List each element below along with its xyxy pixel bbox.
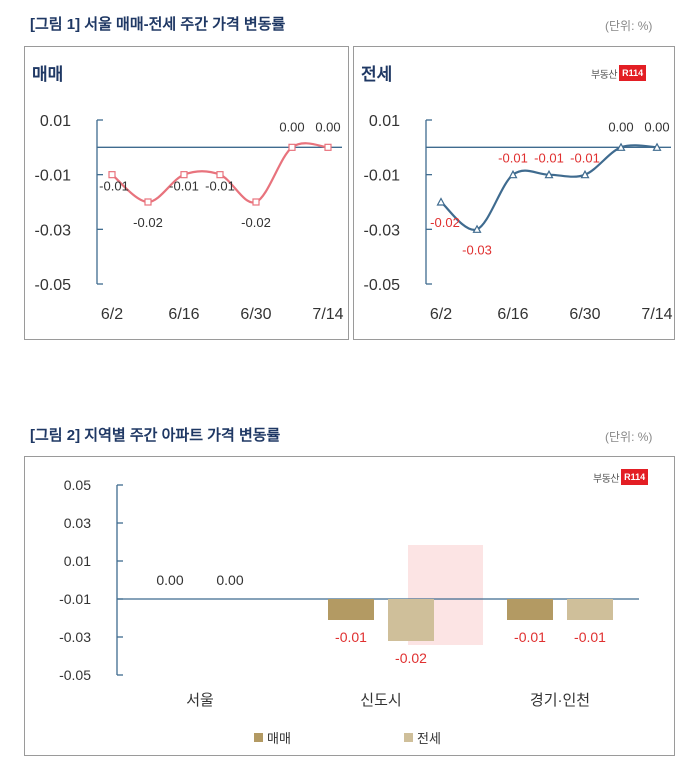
- logo-mark: R114: [619, 65, 647, 81]
- sale-chart-title: 매매: [32, 65, 64, 84]
- jeonse-data-label: -0.02: [430, 215, 460, 230]
- sale-data-point: [108, 171, 116, 179]
- logo-mark: R114: [621, 469, 649, 485]
- figure-2-unit: (단위: %): [605, 430, 653, 444]
- bar-category-label: 경기·인천: [530, 692, 590, 709]
- legend-sale-swatch: [254, 733, 263, 742]
- jeonse-data-point: [508, 169, 518, 179]
- jeonse-y-tick-label: 0.01: [369, 113, 400, 130]
- bar-y-tick-label: -0.01: [59, 591, 91, 607]
- jeonse-data-point: [616, 142, 626, 151]
- bar-data-label: 0.00: [156, 572, 183, 588]
- bar-data-label: -0.01: [574, 629, 606, 645]
- jeonse-data-point: [472, 224, 482, 233]
- sale-data-point: [144, 198, 152, 206]
- jeonse-y-tick-label: -0.03: [364, 222, 401, 239]
- legend-sale: 매매: [254, 728, 291, 747]
- legend-jeonse-label: 전세: [417, 731, 441, 746]
- jeonse-x-tick-label: 6/16: [497, 306, 528, 323]
- jeonse-y-tick-label: -0.05: [364, 277, 401, 294]
- bar-data-label: 0.00: [216, 572, 243, 588]
- sale-line-chart: 0.01 -0.01 -0.03 -0.05 -0.01 -0.02 -0.01 -0.01 -…: [35, 113, 344, 323]
- sale-data-point: [180, 171, 188, 179]
- r114-logo: 부동산 R114: [593, 469, 649, 485]
- sale-x-tick-label: 6/2: [101, 306, 123, 323]
- logo-text: 부동산: [591, 69, 618, 81]
- sale-data-point: [288, 143, 296, 151]
- jeonse-data-label: -0.03: [462, 242, 492, 257]
- bar-jeonse: [388, 599, 434, 641]
- jeonse-x-tick-label: 6/30: [569, 306, 600, 323]
- jeonse-data-point: [580, 169, 590, 179]
- bar-data-label: -0.02: [395, 650, 427, 666]
- sale-chart-panel: 매매 0.01 -0.01 -0.03 -0.05 -0.01 -0.02 -0.01 -0.…: [24, 46, 349, 340]
- legend-jeonse: 전세: [404, 728, 441, 747]
- sale-x-tick-label: 7/14: [312, 306, 343, 323]
- sale-data-label: -0.02: [241, 215, 271, 230]
- bar-jeonse: [567, 599, 613, 620]
- jeonse-data-label: -0.01: [534, 151, 564, 166]
- sale-y-tick-label: -0.01: [35, 168, 72, 185]
- sale-data-point: [324, 143, 332, 151]
- sale-data-point: [216, 171, 224, 179]
- sale-y-tick-label: 0.01: [40, 113, 71, 130]
- jeonse-x-tick-label: 6/2: [430, 306, 452, 323]
- bar-data-label: -0.01: [514, 629, 546, 645]
- bar-y-tick-label: 0.05: [64, 477, 91, 493]
- jeonse-data-label: 0.00: [608, 119, 633, 134]
- sale-data-label: 0.00: [315, 119, 340, 134]
- jeonse-data-point: [544, 169, 554, 179]
- regional-bar-chart: 0.05 0.03 0.01 -0.01 -0.03 -0.05 0.00 0.00 서울 -0.…: [59, 477, 639, 709]
- figure-2-title: [그림 2] 지역별 주간 아파트 가격 변동률: [30, 427, 281, 444]
- jeonse-data-label: -0.01: [498, 151, 528, 166]
- sale-y-tick-label: -0.05: [35, 277, 72, 294]
- sale-data-label: 0.00: [279, 119, 304, 134]
- jeonse-chart-panel: 전세 부동산 R114 0.01 -0.01 -0.03 -0.05 -0.02 -0.0…: [353, 46, 675, 340]
- logo-text: 부동산: [593, 473, 620, 485]
- jeonse-data-label: 0.00: [644, 119, 669, 134]
- sale-data-label: -0.01: [205, 179, 235, 194]
- sale-data-label: -0.01: [169, 179, 199, 194]
- bar-sale: [507, 599, 553, 620]
- jeonse-data-label: -0.01: [570, 151, 600, 166]
- jeonse-data-point: [436, 197, 446, 206]
- bar-data-label: -0.01: [335, 629, 367, 645]
- regional-chart-panel: 부동산 R114 0.05 0.03 0.01 -0.01 -0.03 -0.05 0.00…: [24, 456, 675, 756]
- sale-x-tick-label: 6/30: [240, 306, 271, 323]
- sale-y-tick-label: -0.03: [35, 222, 72, 239]
- sale-data-label: -0.02: [133, 215, 163, 230]
- bar-y-tick-label: -0.05: [59, 667, 91, 683]
- legend-sale-label: 매매: [267, 731, 291, 746]
- sale-data-point: [252, 198, 260, 206]
- sale-x-tick-label: 6/16: [168, 306, 199, 323]
- legend-jeonse-swatch: [404, 733, 413, 742]
- bar-y-tick-label: 0.01: [64, 553, 91, 569]
- jeonse-line-chart: 0.01-0.01-0.03-0.05-0.02-0.03-0.01 -0.01-…: [364, 113, 673, 323]
- jeonse-y-tick-label: -0.01: [364, 168, 401, 185]
- bar-category-label: 신도시: [360, 692, 401, 709]
- bar-y-tick-label: 0.03: [64, 515, 91, 531]
- r114-logo: 부동산 R114: [591, 65, 647, 81]
- figure-1-title: [그림 1] 서울 매매-전세 주간 가격 변동률: [30, 16, 286, 33]
- bar-sale: [328, 599, 374, 620]
- jeonse-data-point: [652, 142, 662, 151]
- sale-data-label: -0.01: [99, 179, 129, 194]
- bar-y-tick-label: -0.03: [59, 629, 91, 645]
- jeonse-x-tick-label: 7/14: [641, 306, 672, 323]
- figure-1-unit: (단위: %): [605, 19, 653, 33]
- bar-category-label: 서울: [186, 692, 214, 709]
- jeonse-chart-title: 전세: [361, 65, 393, 84]
